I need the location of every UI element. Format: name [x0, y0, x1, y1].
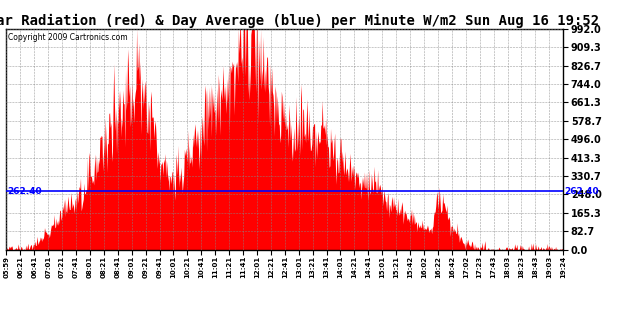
Text: 262.40: 262.40: [7, 187, 42, 196]
Title: Solar Radiation (red) & Day Average (blue) per Minute W/m2 Sun Aug 16 19:52: Solar Radiation (red) & Day Average (blu…: [0, 13, 599, 28]
Text: Copyright 2009 Cartronics.com: Copyright 2009 Cartronics.com: [8, 33, 127, 42]
Text: 262.40: 262.40: [564, 187, 598, 196]
